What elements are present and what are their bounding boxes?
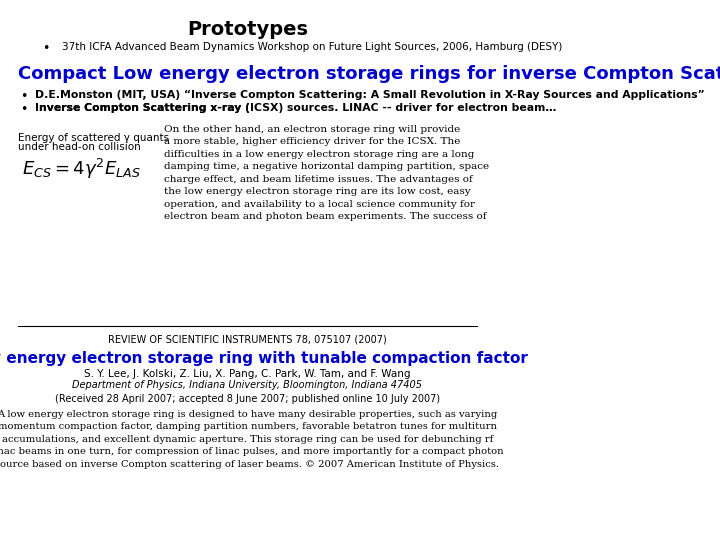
Text: $E_{CS} = 4\gamma^2 E_{LAS}$: $E_{CS} = 4\gamma^2 E_{LAS}$ <box>22 157 141 181</box>
Text: •: • <box>20 90 27 103</box>
Text: REVIEW OF SCIENTIFIC INSTRUMENTS 78, 075107 (2007): REVIEW OF SCIENTIFIC INSTRUMENTS 78, 075… <box>108 334 387 345</box>
Text: Compact Low energy electron storage rings for inverse Compton Scattering: Compact Low energy electron storage ring… <box>17 65 720 83</box>
Text: Prototypes: Prototypes <box>187 20 308 39</box>
Text: Department of Physics, Indiana University, Bloomington, Indiana 47405: Department of Physics, Indiana Universit… <box>73 380 423 390</box>
Text: Low energy electron storage ring with tunable compaction factor: Low energy electron storage ring with tu… <box>0 350 528 366</box>
Text: Energy of scattered γ quants: Energy of scattered γ quants <box>17 133 168 143</box>
Text: On the other hand, an electron storage ring will provide
a more stable, higher e: On the other hand, an electron storage r… <box>164 125 490 221</box>
Text: A low energy electron storage ring is designed to have many desirable properties: A low energy electron storage ring is de… <box>0 410 504 469</box>
Text: S. Y. Lee, J. Kolski, Z. Liu, X. Pang, C. Park, W. Tam, and F. Wang: S. Y. Lee, J. Kolski, Z. Liu, X. Pang, C… <box>84 369 410 380</box>
Text: Inverse Compton Scattering x-ray (ICSX) sources. LINAC -- driver for electron be: Inverse Compton Scattering x-ray (ICSX) … <box>35 104 556 113</box>
Text: 37th ICFA Advanced Beam Dynamics Workshop on Future Light Sources, 2006, Hamburg: 37th ICFA Advanced Beam Dynamics Worksho… <box>61 42 562 52</box>
Text: Inverse Compton Scattering x-ray (: Inverse Compton Scattering x-ray ( <box>35 104 250 113</box>
Text: under head-on collision: under head-on collision <box>17 142 140 152</box>
Text: (Received 28 April 2007; accepted 8 June 2007; published online 10 July 2007): (Received 28 April 2007; accepted 8 June… <box>55 394 440 403</box>
Text: D.E.Monston (MIT, USA) “Inverse Compton Scattering: A Small Revolution in X-Ray : D.E.Monston (MIT, USA) “Inverse Compton … <box>35 90 704 100</box>
Text: •: • <box>42 42 50 55</box>
Text: •: • <box>20 104 27 117</box>
